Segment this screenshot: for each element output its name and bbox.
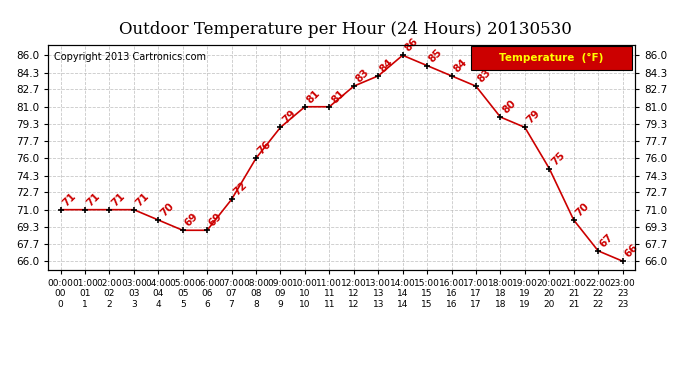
Text: 71: 71 <box>110 191 127 208</box>
Text: 85: 85 <box>427 47 444 64</box>
FancyBboxPatch shape <box>471 46 632 70</box>
Text: 81: 81 <box>305 88 322 105</box>
Text: 80: 80 <box>500 98 518 116</box>
Text: 67: 67 <box>598 232 615 249</box>
Text: 84: 84 <box>378 57 395 74</box>
Text: 72: 72 <box>232 180 249 198</box>
Text: 69: 69 <box>183 211 200 229</box>
Text: 75: 75 <box>549 150 566 167</box>
Text: 84: 84 <box>451 57 469 74</box>
Text: 86: 86 <box>403 36 420 54</box>
Text: Copyright 2013 Cartronics.com: Copyright 2013 Cartronics.com <box>55 52 206 62</box>
Text: 79: 79 <box>525 108 542 126</box>
Text: 70: 70 <box>158 201 176 218</box>
Text: 69: 69 <box>207 211 224 229</box>
Text: 71: 71 <box>85 191 102 208</box>
Text: 71: 71 <box>61 191 78 208</box>
Text: 76: 76 <box>256 139 273 157</box>
Text: 83: 83 <box>354 67 371 85</box>
Text: 66: 66 <box>622 242 640 260</box>
Text: 71: 71 <box>134 191 151 208</box>
Text: 81: 81 <box>329 88 346 105</box>
Text: 83: 83 <box>476 67 493 85</box>
Text: 79: 79 <box>280 108 298 126</box>
Text: 70: 70 <box>573 201 591 218</box>
Text: Outdoor Temperature per Hour (24 Hours) 20130530: Outdoor Temperature per Hour (24 Hours) … <box>119 21 571 38</box>
Text: Temperature  (°F): Temperature (°F) <box>499 53 604 63</box>
